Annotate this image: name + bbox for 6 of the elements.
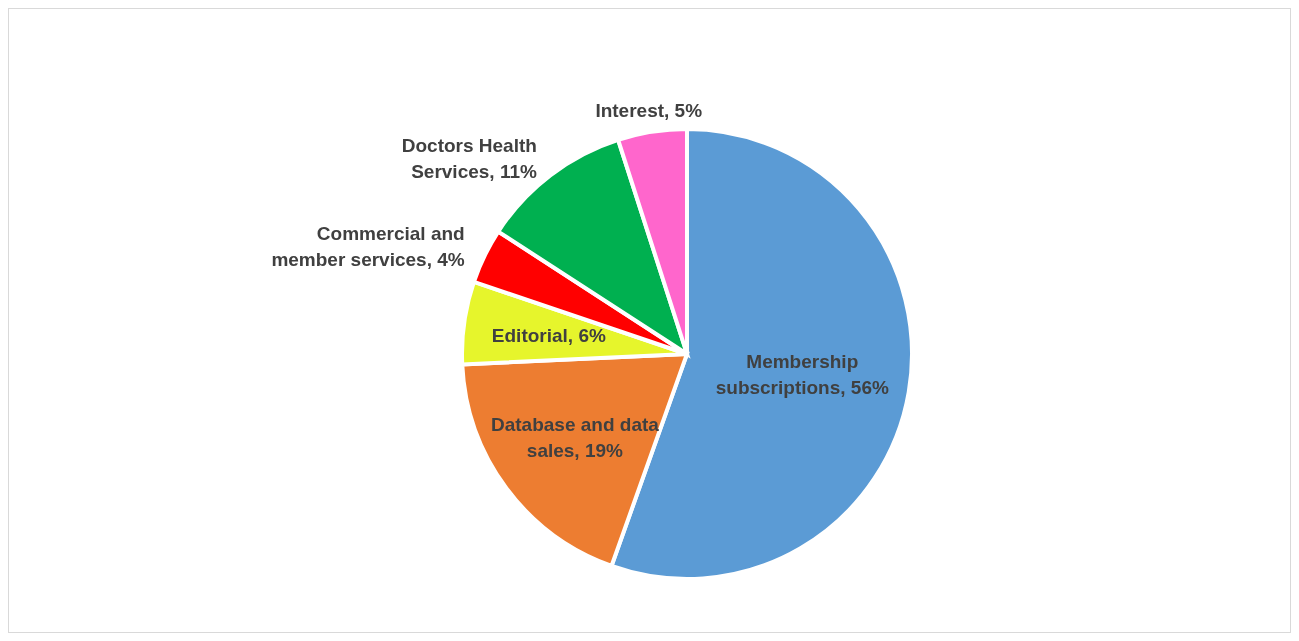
- slice-label: Commercial and member services, 4%: [271, 222, 465, 270]
- slice-label: Interest, 5%: [595, 99, 703, 121]
- slice-label: Database and data sales, 19%: [490, 413, 660, 461]
- slice-label: Editorial, 6%: [491, 324, 606, 346]
- slice-label: Membership subscriptions, 56%: [715, 350, 889, 398]
- slice-label: Doctors Health Services, 11%: [401, 134, 537, 182]
